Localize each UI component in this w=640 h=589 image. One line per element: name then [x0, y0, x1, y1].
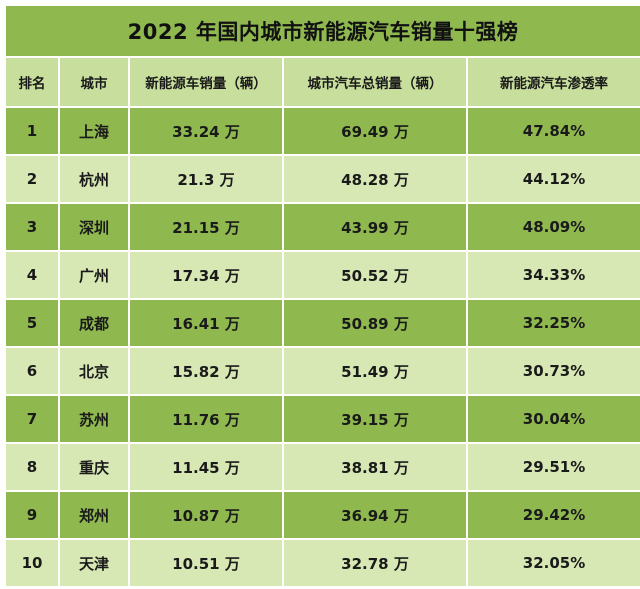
rank-cell: 4: [4, 250, 60, 300]
penetration-cell: 34.33%: [465, 250, 640, 300]
header-total-sales: 城市汽车总销量（辆）: [282, 56, 468, 108]
rank-cell: 9: [4, 490, 60, 540]
city-cell: 郑州: [58, 490, 130, 540]
nev-sales-cell: 11.45 万: [128, 442, 284, 492]
total-sales-cell: 50.52 万: [282, 250, 468, 300]
nev-sales-cell: 10.87 万: [128, 490, 284, 540]
penetration-cell: 29.51%: [465, 442, 640, 492]
rank-cell: 2: [4, 154, 60, 204]
penetration-cell: 48.09%: [465, 202, 640, 252]
total-sales-cell: 51.49 万: [282, 346, 468, 396]
city-cell: 杭州: [58, 154, 130, 204]
penetration-cell: 32.25%: [465, 298, 640, 348]
table-row: 6 北京 15.82 万 51.49 万 30.73%: [4, 346, 640, 396]
city-cell: 成都: [58, 298, 130, 348]
rank-cell: 6: [4, 346, 60, 396]
city-cell: 上海: [58, 106, 130, 156]
rank-cell: 5: [4, 298, 60, 348]
total-sales-cell: 43.99 万: [282, 202, 468, 252]
nev-sales-cell: 16.41 万: [128, 298, 284, 348]
table-row: 7 苏州 11.76 万 39.15 万 30.04%: [4, 394, 640, 444]
rank-cell: 7: [4, 394, 60, 444]
total-sales-cell: 69.49 万: [282, 106, 468, 156]
total-sales-cell: 48.28 万: [282, 154, 468, 204]
table-title: 2022 年国内城市新能源汽车销量十强榜: [3, 4, 640, 58]
header-row: 排名 城市 新能源车销量（辆） 城市汽车总销量（辆） 新能源汽车渗透率: [4, 56, 640, 108]
ranking-table: 2022 年国内城市新能源汽车销量十强榜 排名 城市 新能源车销量（辆） 城市汽…: [3, 4, 640, 588]
total-sales-cell: 32.78 万: [282, 538, 468, 588]
table-row: 9 郑州 10.87 万 36.94 万 29.42%: [4, 490, 640, 540]
rank-cell: 1: [4, 106, 60, 156]
nev-sales-cell: 10.51 万: [128, 538, 284, 588]
city-cell: 天津: [58, 538, 130, 588]
table-row: 3 深圳 21.15 万 43.99 万 48.09%: [4, 202, 640, 252]
penetration-cell: 30.04%: [465, 394, 640, 444]
table-row: 8 重庆 11.45 万 38.81 万 29.51%: [4, 442, 640, 492]
penetration-cell: 32.05%: [465, 538, 640, 588]
city-cell: 苏州: [58, 394, 130, 444]
total-sales-cell: 36.94 万: [282, 490, 468, 540]
nev-sales-cell: 21.15 万: [128, 202, 284, 252]
city-cell: 广州: [58, 250, 130, 300]
table-row: 4 广州 17.34 万 50.52 万 34.33%: [4, 250, 640, 300]
header-penetration: 新能源汽车渗透率: [465, 56, 640, 108]
rank-cell: 3: [4, 202, 60, 252]
table-row: 10 天津 10.51 万 32.78 万 32.05%: [4, 538, 640, 588]
penetration-cell: 29.42%: [465, 490, 640, 540]
nev-sales-cell: 17.34 万: [128, 250, 284, 300]
rank-cell: 8: [4, 442, 60, 492]
nev-sales-cell: 15.82 万: [128, 346, 284, 396]
city-cell: 重庆: [58, 442, 130, 492]
nev-sales-cell: 21.3 万: [128, 154, 284, 204]
header-nev-sales: 新能源车销量（辆）: [128, 56, 284, 108]
rank-cell: 10: [4, 538, 60, 588]
total-sales-cell: 39.15 万: [282, 394, 468, 444]
city-cell: 深圳: [58, 202, 130, 252]
total-sales-cell: 50.89 万: [282, 298, 468, 348]
penetration-cell: 30.73%: [465, 346, 640, 396]
nev-sales-cell: 11.76 万: [128, 394, 284, 444]
penetration-cell: 47.84%: [465, 106, 640, 156]
header-rank: 排名: [4, 56, 60, 108]
table-row: 1 上海 33.24 万 69.49 万 47.84%: [4, 106, 640, 156]
total-sales-cell: 38.81 万: [282, 442, 468, 492]
city-cell: 北京: [58, 346, 130, 396]
penetration-cell: 44.12%: [465, 154, 640, 204]
table-row: 5 成都 16.41 万 50.89 万 32.25%: [4, 298, 640, 348]
nev-sales-cell: 33.24 万: [128, 106, 284, 156]
header-city: 城市: [58, 56, 130, 108]
table-row: 2 杭州 21.3 万 48.28 万 44.12%: [4, 154, 640, 204]
